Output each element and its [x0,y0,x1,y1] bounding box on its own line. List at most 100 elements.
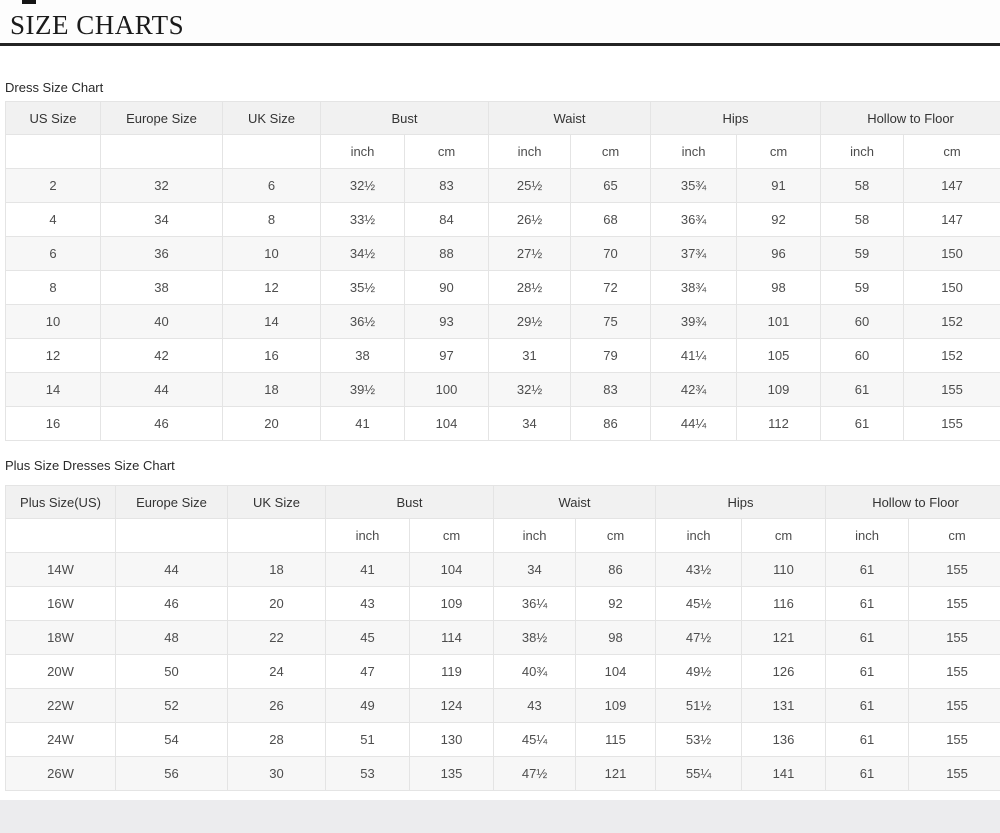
cell: 155 [908,620,1000,655]
cell: 34½ [320,236,405,271]
dress-size-chart-caption: Dress Size Chart [5,80,104,95]
cell: 44¼ [650,406,738,441]
cell: 45¼ [493,722,577,757]
cell: 61 [825,722,910,757]
cell: 58 [820,202,905,237]
cell: 51 [325,722,410,757]
cell: 20 [227,586,326,621]
cell: 56 [115,756,228,791]
cell: 38½ [493,620,577,655]
table-row: 22W 52 26 49 124 43 109 51½ 131 61 155 [5,688,1000,723]
cell: 2 [5,168,101,203]
cell: 115 [575,722,657,757]
plus-size-chart-table: Plus Size(US) Europe Size UK Size Bust W… [5,485,1000,791]
cell: 61 [825,586,910,621]
table-row: 4 34 8 33½ 84 26½ 68 36¾ 92 58 147 [5,202,1000,237]
col-header-hips: Hips [650,101,822,135]
cell: 46 [100,406,223,441]
cell: 49 [325,688,410,723]
cell: 41¼ [650,338,738,373]
cell: 39½ [320,372,405,407]
cell: 68 [570,202,652,237]
cell: 155 [908,586,1000,621]
cell: 31 [488,338,572,373]
cell: 34 [488,406,572,441]
cell: 152 [903,304,1000,339]
cell: 114 [408,620,495,655]
cell: 43 [325,586,410,621]
cell: 51½ [655,688,743,723]
cell: 59 [820,270,905,305]
unit-cm: cm [575,518,657,553]
cell: 104 [575,654,657,689]
empty-cell [100,134,223,169]
col-header-bust: Bust [324,485,495,519]
cell: 34 [493,552,577,587]
cell: 110 [741,552,827,587]
cell: 147 [903,202,1000,237]
cell: 93 [403,304,490,339]
cell: 26½ [488,202,572,237]
cell: 52 [115,688,228,723]
cell: 34 [100,202,223,237]
cell: 28 [227,722,326,757]
cell: 43 [493,688,577,723]
cell: 104 [403,406,490,441]
cell: 116 [741,586,827,621]
cell: 40¾ [493,654,577,689]
unit-inch: inch [820,134,905,169]
cell: 53 [325,756,410,791]
cell: 155 [908,654,1000,689]
cell: 61 [825,552,910,587]
cell: 32 [100,168,223,203]
unit-cm: cm [903,134,1000,169]
cell: 18W [5,620,116,655]
cell: 36¾ [650,202,738,237]
cell: 150 [903,270,1000,305]
cell: 131 [741,688,827,723]
cell: 119 [408,654,495,689]
cell: 61 [820,406,905,441]
cell: 38¾ [650,270,738,305]
cell: 47 [325,654,410,689]
cell: 14 [222,304,321,339]
cell: 6 [222,168,321,203]
cell: 38 [320,338,405,373]
cell: 61 [825,620,910,655]
cell: 60 [820,338,905,373]
table-row: 14 44 18 39½ 100 32½ 83 42¾ 109 61 155 [5,372,1000,407]
cell: 53½ [655,722,743,757]
cell: 22W [5,688,116,723]
cell: 10 [5,304,101,339]
cell: 36 [100,236,223,271]
cell: 84 [403,202,490,237]
col-header-waist: Waist [488,101,652,135]
cell: 16 [222,338,321,373]
cell: 98 [575,620,657,655]
cell: 155 [908,552,1000,587]
cell: 150 [903,236,1000,271]
cell: 155 [903,406,1000,441]
unit-inch: inch [493,518,577,553]
unit-cm: cm [570,134,652,169]
cell: 8 [5,270,101,305]
cell: 12 [222,270,321,305]
cell: 155 [908,722,1000,757]
col-header-waist: Waist [493,485,657,519]
cell: 152 [903,338,1000,373]
col-header-plus-size-us: Plus Size(US) [5,485,116,519]
unit-inch: inch [655,518,743,553]
cell: 58 [820,168,905,203]
cell: 10 [222,236,321,271]
cell: 45½ [655,586,743,621]
cell: 39¾ [650,304,738,339]
empty-cell [5,518,116,553]
cell: 41 [320,406,405,441]
unit-inch: inch [825,518,910,553]
cell: 43½ [655,552,743,587]
cell: 24 [227,654,326,689]
cell: 26W [5,756,116,791]
table-row: 26W 56 30 53 135 47½ 121 55¼ 141 61 155 [5,756,1000,791]
cell: 47½ [655,620,743,655]
cell: 6 [5,236,101,271]
